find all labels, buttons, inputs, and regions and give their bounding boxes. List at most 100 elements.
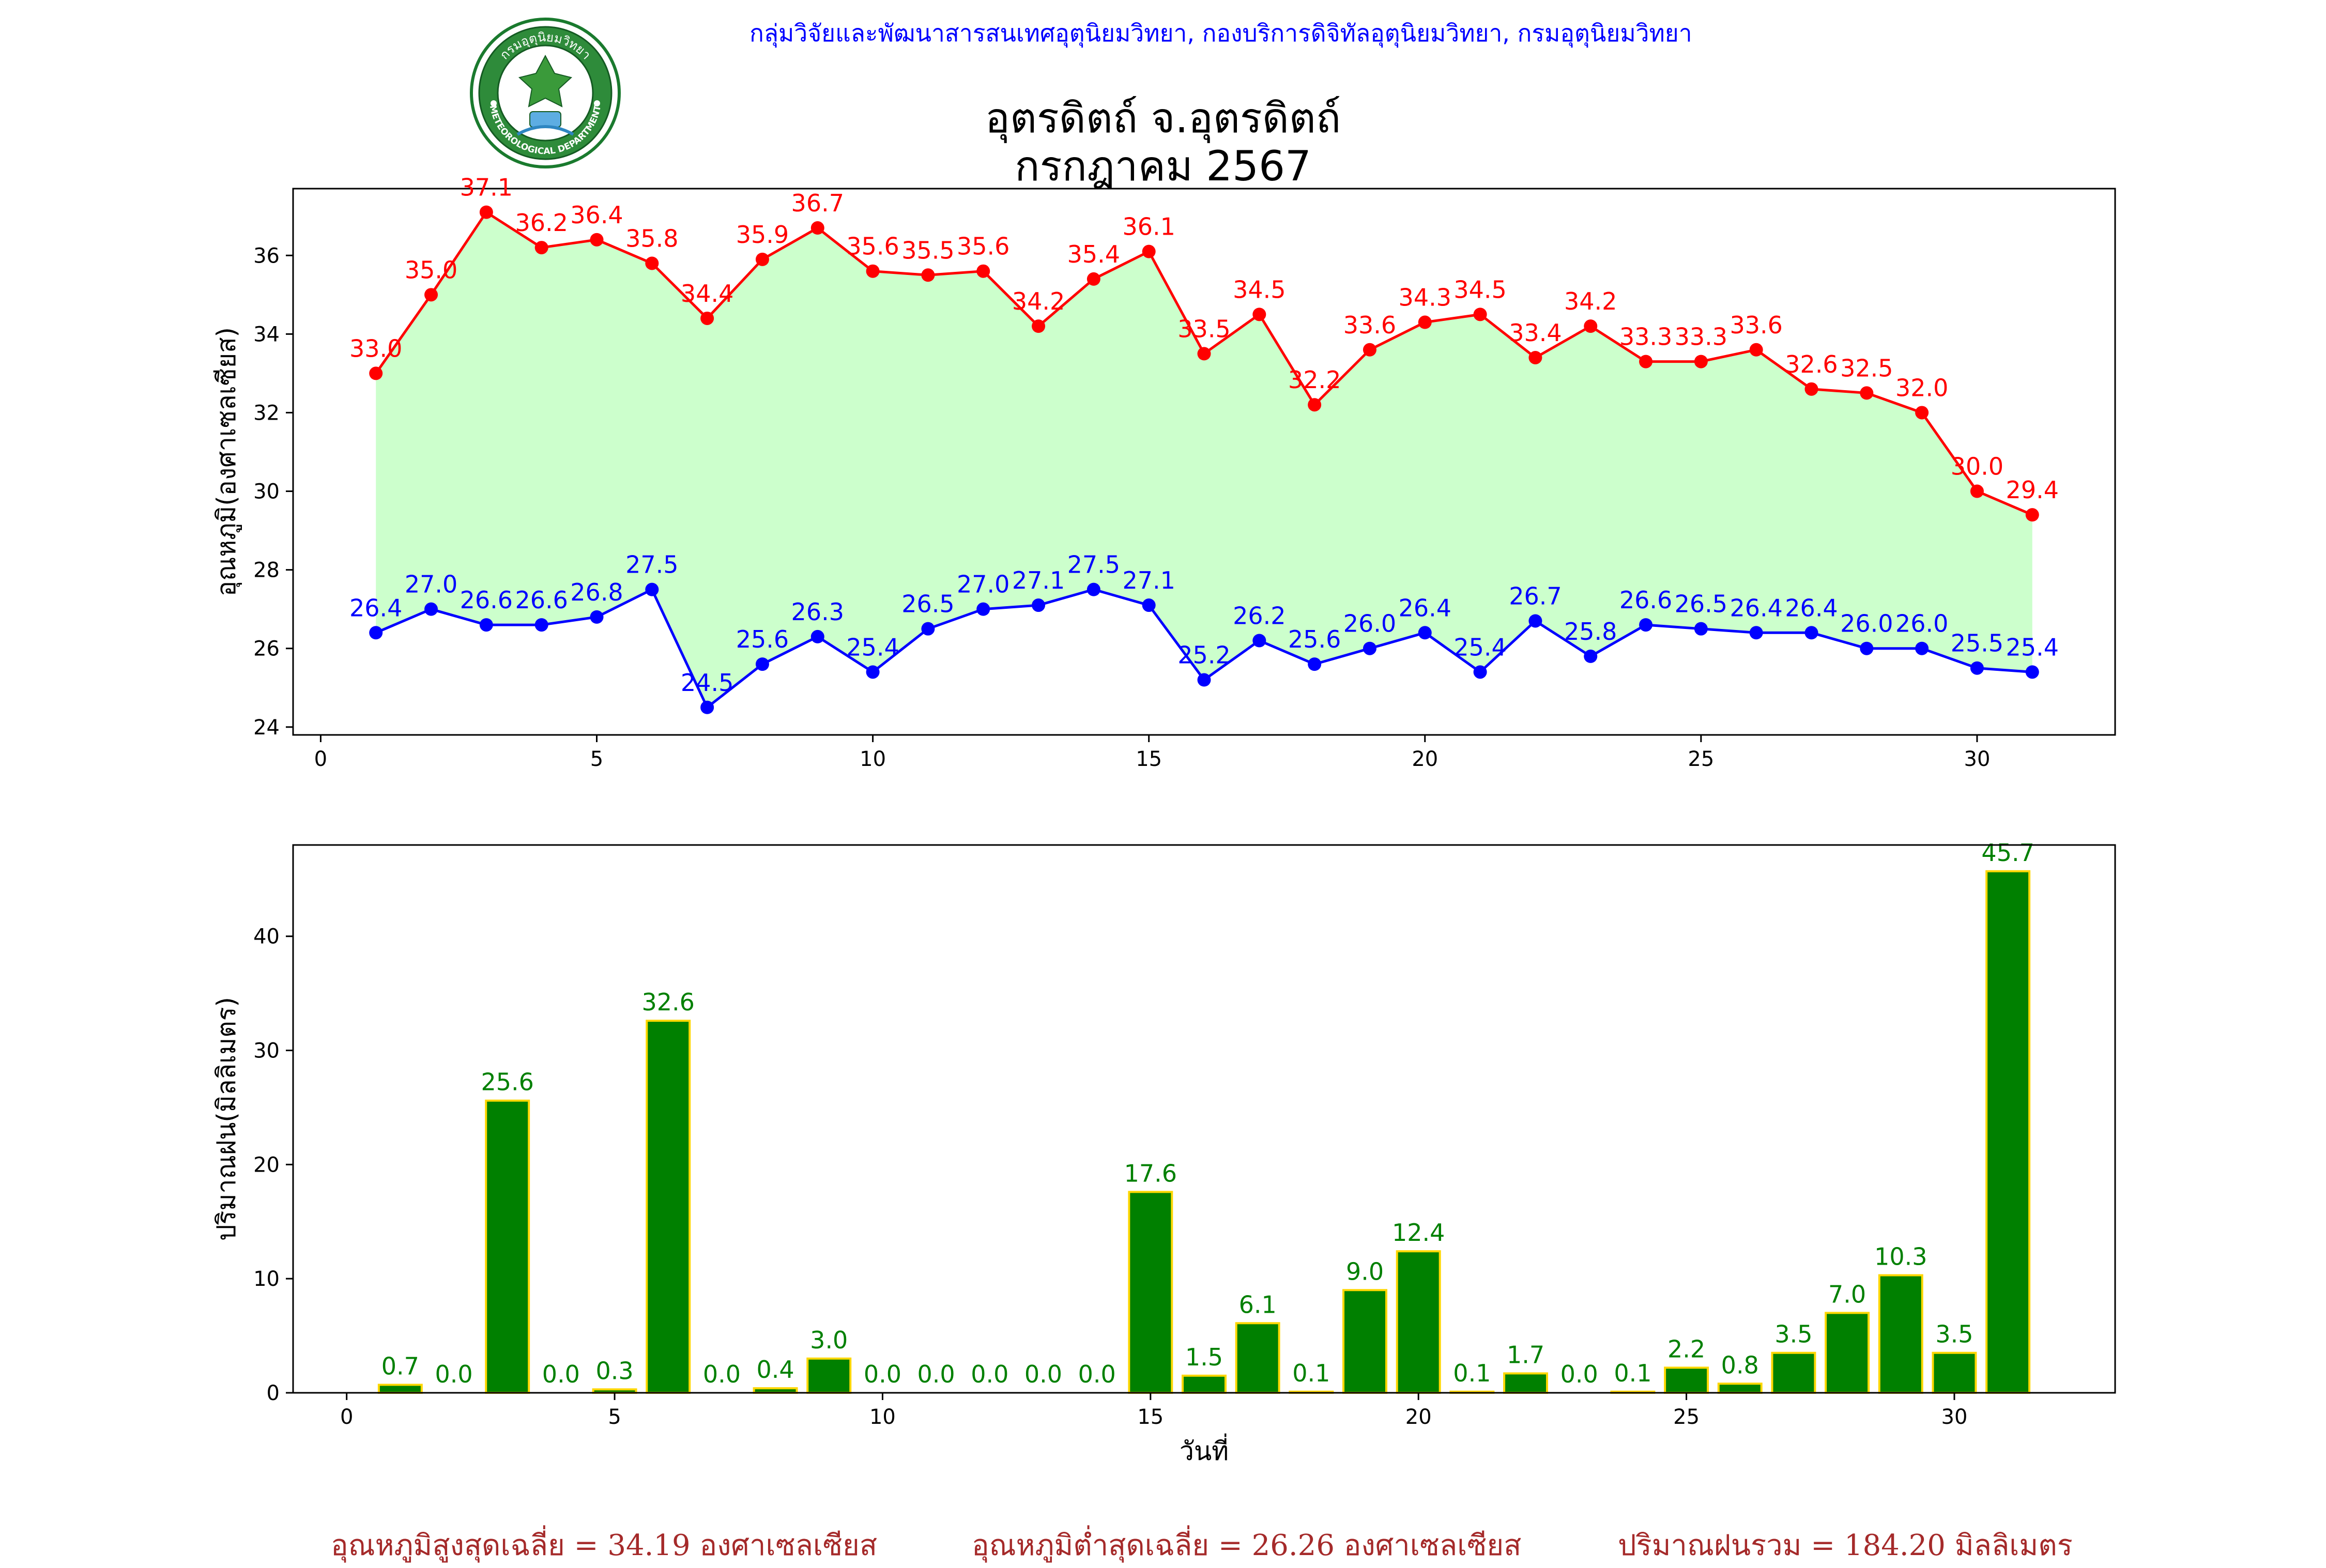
- temp-min-label: 25.5: [1951, 629, 2003, 657]
- temp-max-label: 35.6: [957, 233, 1009, 260]
- temp-min-label: 25.4: [1453, 633, 1506, 661]
- temp-min-label: 26.5: [1675, 590, 1727, 618]
- temp-max-point: [1308, 398, 1322, 412]
- temp-range-fill: [376, 212, 2032, 708]
- temp-min-point: [810, 629, 824, 643]
- temp-min-label: 25.2: [1177, 641, 1230, 669]
- temp-max-label: 29.4: [2006, 476, 2059, 504]
- rain-bar-label: 0.0: [1560, 1360, 1598, 1388]
- temp-max-point: [1915, 406, 1929, 420]
- temp-max-point: [1473, 308, 1487, 321]
- temp-y-tick-label: 28: [253, 559, 280, 582]
- temp-min-point: [534, 618, 548, 632]
- rain-bar-label: 17.6: [1124, 1159, 1177, 1187]
- rain-x-tick-label: 5: [608, 1405, 621, 1429]
- temp-max-point: [1860, 386, 1874, 400]
- temp-min-label: 27.1: [1122, 566, 1175, 594]
- temp-max-label: 33.0: [349, 334, 402, 362]
- rain-bar-label: 3.0: [810, 1326, 848, 1354]
- temp-min-point: [755, 657, 769, 671]
- temp-max-point: [1639, 355, 1653, 368]
- rain-bar-label: 0.0: [435, 1360, 472, 1388]
- temp-max-label: 30.0: [1951, 453, 2003, 481]
- temp-min-point: [369, 626, 383, 640]
- rain-bar-label: 0.1: [1453, 1359, 1491, 1387]
- rain-bar-label: 0.8: [1721, 1351, 1759, 1379]
- temp-max-label: 33.3: [1675, 323, 1727, 351]
- agency-text: กลุ่มวิจัยและพัฒนาสารสนเทศอุตุนิยมวิทยา,…: [749, 19, 1692, 47]
- temp-min-label: 26.4: [349, 594, 402, 622]
- temp-min-point: [1032, 598, 1046, 612]
- temp-y-tick-label: 26: [253, 637, 280, 661]
- temp-min-label: 26.0: [1343, 610, 1396, 638]
- temp-max-label: 36.4: [570, 201, 623, 229]
- rain-bar-label: 0.4: [757, 1356, 794, 1383]
- temp-min-label: 24.5: [681, 669, 733, 697]
- temp-min-label: 27.0: [957, 571, 1009, 598]
- temp-x-tick-label: 5: [590, 747, 603, 771]
- rain-bar: [377, 1383, 423, 1394]
- rain-bar: [485, 1099, 530, 1394]
- temp-max-point: [479, 205, 493, 219]
- temp-max-point: [1363, 343, 1376, 357]
- temp-min-label: 26.4: [1730, 594, 1782, 622]
- rain-bar: [1235, 1322, 1280, 1394]
- rain-bar-label: 0.1: [1292, 1359, 1330, 1387]
- temp-min-point: [1308, 657, 1322, 671]
- rain-bar-label: 10.3: [1874, 1243, 1927, 1271]
- temp-max-point: [1584, 319, 1598, 333]
- temp-max-point: [810, 221, 824, 235]
- temp-max-point: [976, 264, 990, 278]
- temp-min-point: [1749, 626, 1763, 640]
- temp-x-tick-label: 25: [1688, 747, 1714, 771]
- temp-min-point: [1418, 626, 1432, 640]
- temp-min-point: [2025, 665, 2039, 679]
- temp-min-label: 26.5: [901, 590, 954, 618]
- rain-bar-label: 7.0: [1828, 1280, 1866, 1308]
- rain-plot-frame: [292, 844, 2116, 1394]
- rain-bar-label: 0.0: [1024, 1360, 1062, 1388]
- temp-y-tick-label: 30: [253, 480, 280, 504]
- temp-max-label: 34.3: [1399, 284, 1451, 312]
- rain-bar: [1342, 1289, 1388, 1394]
- temp-max-label: 36.1: [1122, 213, 1175, 241]
- rain-bar-label: 0.0: [971, 1360, 1008, 1388]
- rain-bar-label: 25.6: [481, 1068, 533, 1096]
- temp-max-point: [1032, 319, 1046, 333]
- rain-bar: [1503, 1372, 1549, 1394]
- rain-x-tick-label: 0: [340, 1405, 353, 1429]
- chart-title-period: กรกฎาคม 2567: [1015, 142, 1311, 190]
- rain-bar: [1932, 1351, 1977, 1394]
- temp-min-label: 27.5: [1067, 551, 1120, 579]
- rain-bar-label: 1.7: [1507, 1341, 1544, 1369]
- avg-min-temp-text: อุณหภูมิต่ำสุดเฉลี่ย = 26.26 องศาเซลเซีย…: [972, 1529, 1522, 1562]
- temp-max-point: [1197, 347, 1211, 361]
- temp-min-point: [1584, 649, 1598, 663]
- temp-max-label: 33.6: [1730, 311, 1782, 339]
- rain-bar-label: 0.7: [381, 1352, 419, 1380]
- temp-max-label: 34.4: [681, 280, 733, 308]
- rain-bar-label: 0.3: [595, 1357, 633, 1385]
- temp-max-point: [700, 311, 714, 325]
- temp-min-point: [1915, 641, 1929, 655]
- temp-x-tick-label: 15: [1136, 747, 1162, 771]
- temp-min-point: [1142, 598, 1156, 612]
- temp-max-label: 34.5: [1453, 275, 1506, 303]
- temp-max-point: [1087, 272, 1100, 286]
- temp-max-label: 36.7: [791, 189, 844, 217]
- temp-min-point: [479, 618, 493, 632]
- temp-min-point: [1860, 641, 1874, 655]
- rain-bar-label: 32.6: [642, 988, 695, 1016]
- meteorological-department-seal-icon: กรมอุตุนิยมวิทยา METEOROLOGICAL DEPARTME…: [470, 18, 621, 168]
- temp-max-label: 34.2: [1012, 287, 1065, 315]
- temp-max-point: [1804, 382, 1818, 396]
- avg-max-temp-text: อุณหภูมิสูงสุดเฉลี่ย = 34.19 องศาเซลเซีย…: [331, 1529, 878, 1562]
- rain-bar-label: 3.5: [1774, 1320, 1812, 1348]
- temp-max-label: 32.6: [1785, 350, 1838, 378]
- temp-max-label: 35.5: [901, 236, 954, 264]
- rain-bar-label: 0.0: [917, 1360, 955, 1388]
- temp-min-label: 26.4: [1399, 594, 1451, 622]
- rain-bar: [1396, 1250, 1441, 1394]
- temp-y-axis-label: อุณหภูมิ(องศาเซลเซียส): [211, 327, 242, 596]
